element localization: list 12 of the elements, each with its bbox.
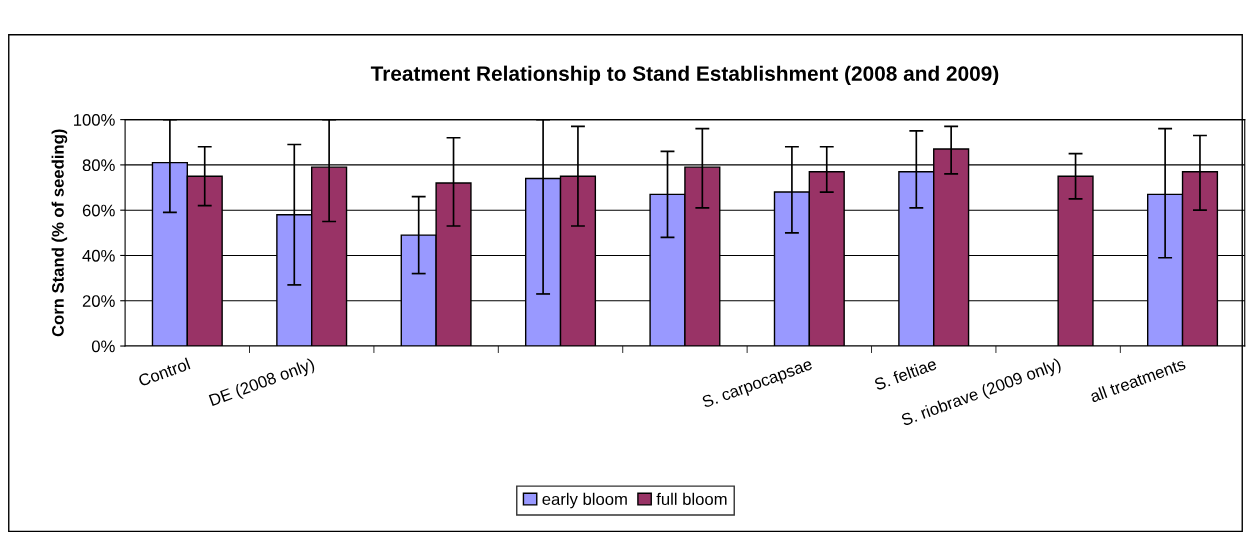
y-tick-label: 100%: [74, 114, 115, 126]
chart-title: Treatment Relationship to Stand Establishment (2008 and 2009): [370, 65, 999, 86]
y-tick-label: 20%: [82, 295, 115, 307]
legend-label: early bloom: [542, 492, 627, 509]
x-tick-label: S. feltiae: [873, 357, 938, 391]
legend-label: full bloom: [656, 492, 727, 506]
y-tick-label: 40%: [82, 249, 115, 262]
y-tick-label: 0%: [91, 340, 115, 353]
x-tick-label: DE (2008 only): [208, 357, 317, 410]
y-tick-label: 80%: [82, 159, 115, 172]
y-axis-title: Corn Stand (% of seeding): [51, 129, 68, 337]
y-tick-label: 60%: [82, 204, 115, 217]
